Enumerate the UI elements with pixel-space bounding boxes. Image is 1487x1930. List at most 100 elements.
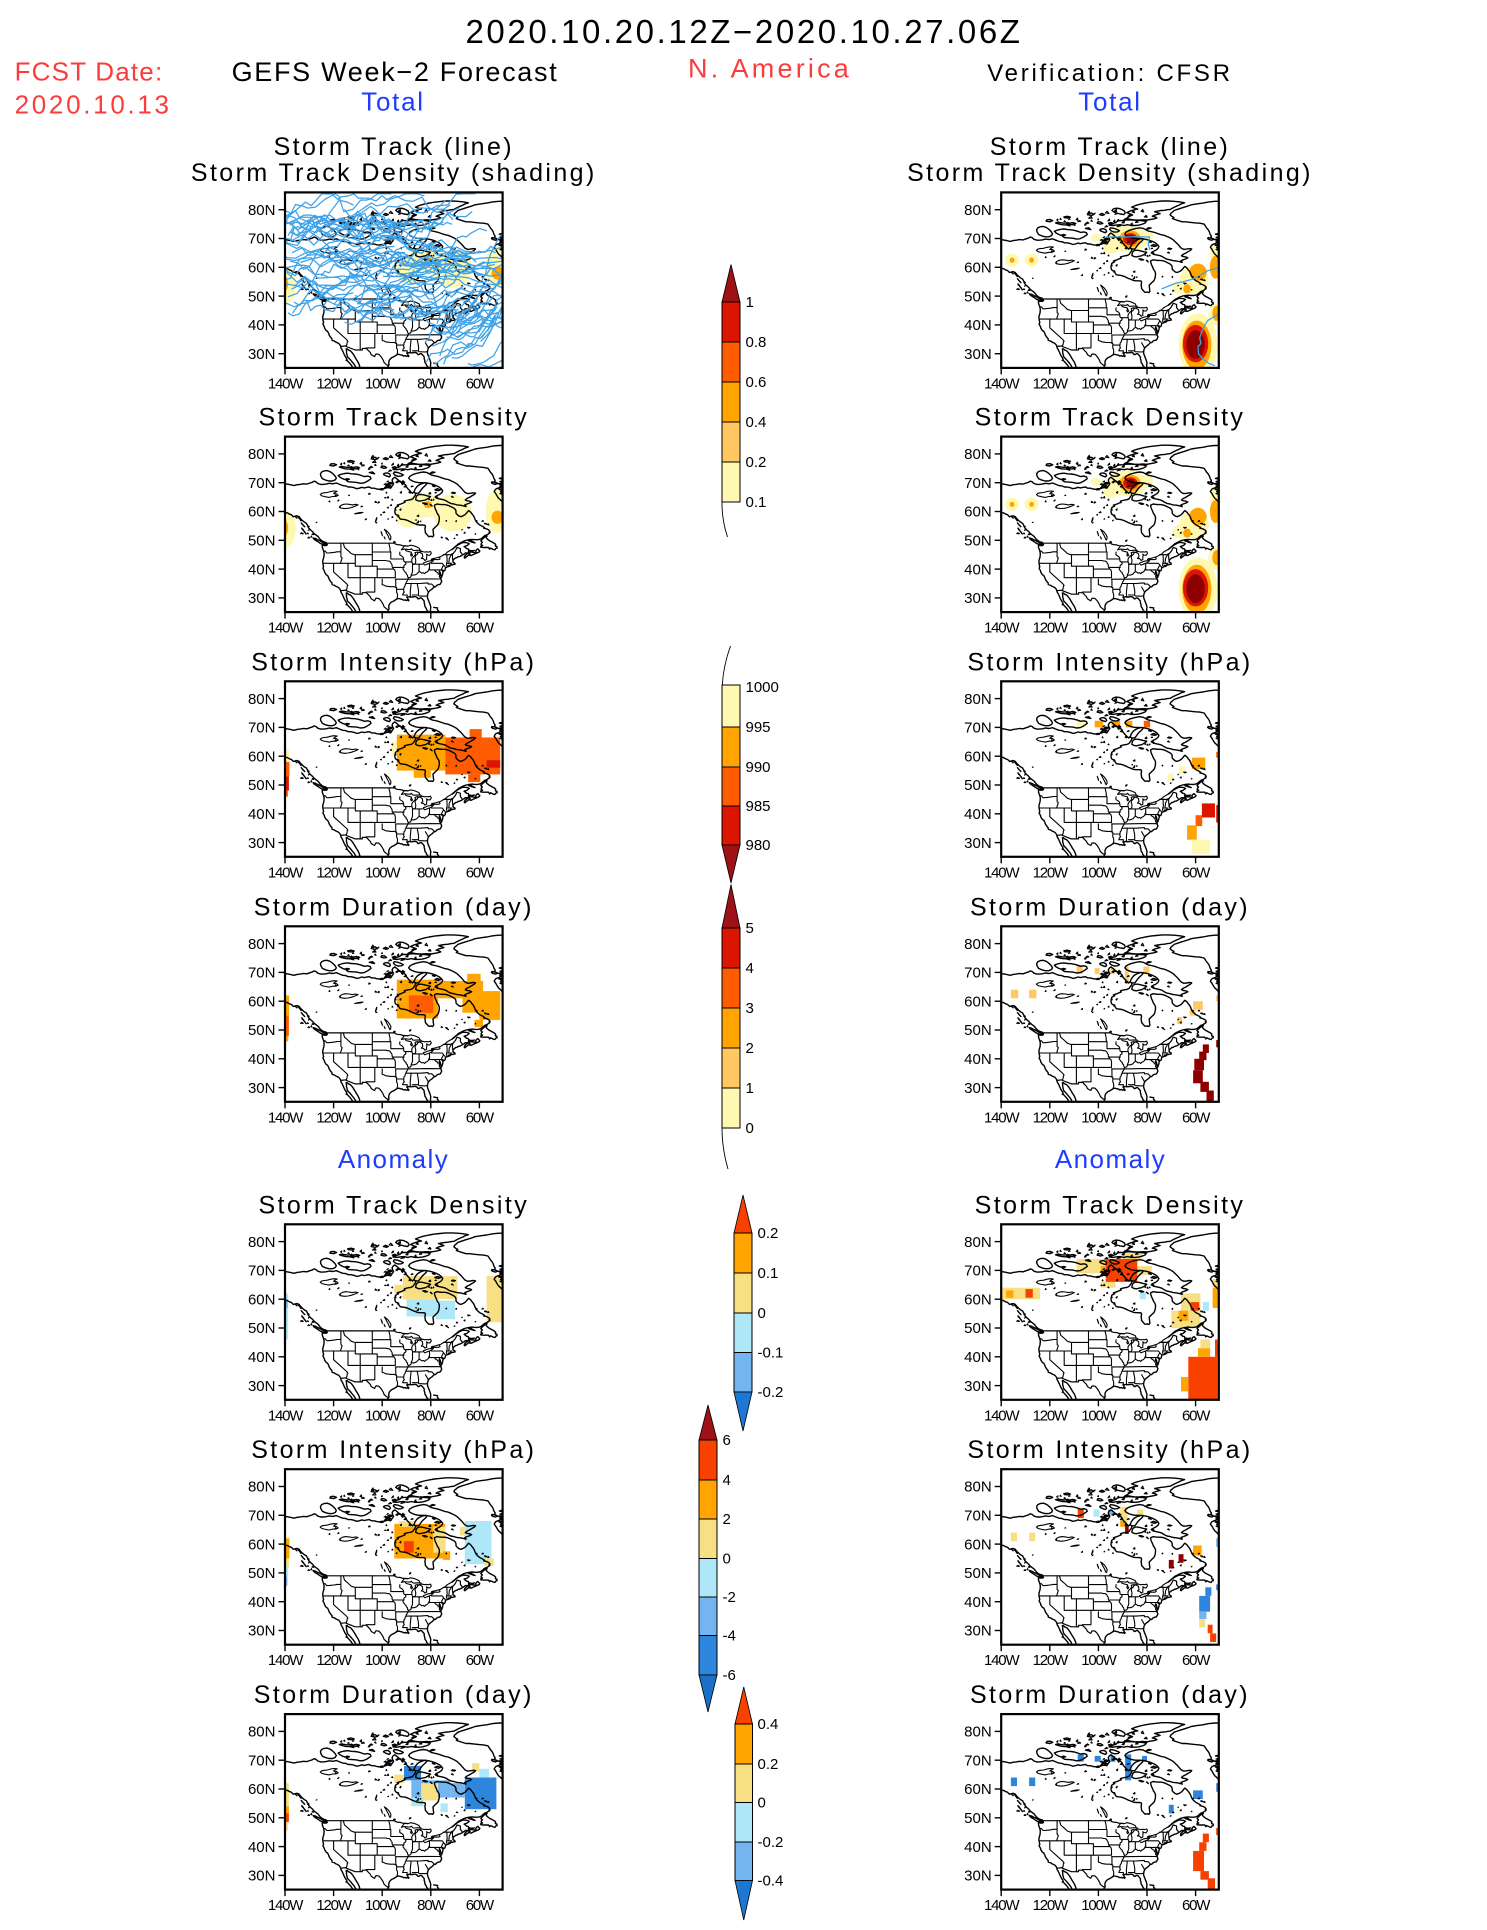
svg-text:120W: 120W	[316, 1897, 352, 1914]
svg-text:60N: 60N	[248, 1781, 276, 1798]
svg-text:40N: 40N	[248, 806, 276, 823]
svg-text:1: 1	[746, 1080, 754, 1097]
svg-text:50N: 50N	[964, 1810, 992, 1827]
svg-text:2020.10.20.12Z−2020.10.27.06Z: 2020.10.20.12Z−2020.10.27.06Z	[465, 13, 1022, 50]
svg-text:FCST Date:: FCST Date:	[15, 57, 164, 87]
svg-text:140W: 140W	[984, 1652, 1020, 1669]
svg-text:80N: 80N	[248, 1724, 276, 1741]
svg-text:0.1: 0.1	[746, 494, 767, 511]
svg-text:60W: 60W	[1182, 1652, 1211, 1669]
svg-text:140W: 140W	[268, 1407, 304, 1424]
svg-text:80W: 80W	[417, 620, 446, 637]
svg-text:140W: 140W	[268, 1897, 304, 1914]
svg-text:40N: 40N	[964, 1839, 992, 1856]
svg-text:40N: 40N	[964, 1349, 992, 1366]
svg-text:0.8: 0.8	[746, 334, 767, 351]
svg-text:70N: 70N	[964, 1752, 992, 1769]
svg-text:30N: 30N	[964, 590, 992, 607]
svg-text:120W: 120W	[316, 1652, 352, 1669]
svg-text:70N: 70N	[248, 1508, 276, 1525]
svg-text:0: 0	[723, 1551, 731, 1568]
svg-text:120W: 120W	[1033, 1109, 1069, 1126]
svg-text:50N: 50N	[964, 1022, 992, 1039]
svg-text:50N: 50N	[964, 1320, 992, 1337]
svg-text:30N: 30N	[964, 346, 992, 363]
svg-text:80W: 80W	[1133, 620, 1162, 637]
svg-text:995: 995	[746, 719, 771, 736]
svg-text:140W: 140W	[984, 1407, 1020, 1424]
svg-text:80N: 80N	[964, 691, 992, 708]
svg-text:-0.4: -0.4	[758, 1873, 784, 1890]
svg-text:120W: 120W	[1033, 620, 1069, 637]
svg-text:70N: 70N	[964, 231, 992, 248]
svg-text:0.4: 0.4	[746, 414, 767, 431]
svg-text:100W: 100W	[1081, 1652, 1117, 1669]
svg-text:-0.1: -0.1	[758, 1345, 784, 1362]
svg-text:3: 3	[746, 1000, 754, 1017]
svg-text:70N: 70N	[248, 231, 276, 248]
svg-text:100W: 100W	[365, 620, 401, 637]
svg-text:40N: 40N	[248, 1349, 276, 1366]
svg-text:80N: 80N	[964, 1724, 992, 1741]
svg-text:Storm Track (line): Storm Track (line)	[990, 133, 1230, 161]
svg-text:60N: 60N	[964, 993, 992, 1010]
svg-text:60W: 60W	[466, 375, 495, 392]
svg-text:80W: 80W	[417, 375, 446, 392]
svg-text:100W: 100W	[1081, 864, 1117, 881]
svg-text:990: 990	[746, 759, 771, 776]
svg-text:4: 4	[723, 1472, 731, 1489]
svg-text:Storm Track Density: Storm Track Density	[975, 404, 1246, 432]
svg-text:100W: 100W	[365, 1407, 401, 1424]
svg-text:980: 980	[746, 837, 771, 854]
svg-text:50N: 50N	[964, 288, 992, 305]
svg-text:30N: 30N	[964, 1378, 992, 1395]
svg-text:30N: 30N	[964, 1623, 992, 1640]
svg-text:Total: Total	[1078, 87, 1141, 117]
svg-text:60W: 60W	[1182, 620, 1211, 637]
svg-text:50N: 50N	[248, 288, 276, 305]
svg-text:5: 5	[746, 920, 754, 937]
svg-text:60W: 60W	[1182, 1897, 1211, 1914]
svg-text:80W: 80W	[417, 864, 446, 881]
svg-text:30N: 30N	[964, 1868, 992, 1885]
svg-text:50N: 50N	[964, 1565, 992, 1582]
svg-text:GEFS Week−2 Forecast: GEFS Week−2 Forecast	[232, 57, 559, 87]
svg-text:40N: 40N	[248, 1839, 276, 1856]
svg-text:120W: 120W	[1033, 1652, 1069, 1669]
svg-text:120W: 120W	[1033, 864, 1069, 881]
svg-text:60W: 60W	[1182, 375, 1211, 392]
svg-text:60N: 60N	[248, 504, 276, 521]
svg-text:-0.2: -0.2	[758, 1834, 784, 1851]
svg-text:40N: 40N	[964, 561, 992, 578]
svg-text:80W: 80W	[1133, 1897, 1162, 1914]
svg-text:985: 985	[746, 798, 771, 815]
svg-text:Storm Duration (day): Storm Duration (day)	[254, 893, 534, 921]
svg-text:140W: 140W	[268, 620, 304, 637]
svg-text:120W: 120W	[316, 1109, 352, 1126]
svg-text:60W: 60W	[466, 1407, 495, 1424]
svg-text:60W: 60W	[1182, 1109, 1211, 1126]
svg-text:2: 2	[746, 1040, 754, 1057]
svg-text:50N: 50N	[964, 777, 992, 794]
svg-text:30N: 30N	[964, 835, 992, 852]
svg-text:80N: 80N	[964, 202, 992, 219]
svg-text:60W: 60W	[466, 1109, 495, 1126]
svg-text:40N: 40N	[964, 1051, 992, 1068]
svg-text:80W: 80W	[417, 1109, 446, 1126]
svg-text:70N: 70N	[964, 1263, 992, 1280]
svg-text:80N: 80N	[248, 1479, 276, 1496]
svg-text:50N: 50N	[964, 533, 992, 550]
svg-text:80N: 80N	[248, 446, 276, 463]
svg-text:30N: 30N	[248, 1623, 276, 1640]
svg-text:Storm Duration (day): Storm Duration (day)	[254, 1681, 534, 1709]
svg-text:100W: 100W	[365, 864, 401, 881]
svg-text:30N: 30N	[248, 835, 276, 852]
svg-text:80W: 80W	[417, 1407, 446, 1424]
svg-text:60W: 60W	[466, 1897, 495, 1914]
svg-text:50N: 50N	[248, 1810, 276, 1827]
svg-text:2020.10.13: 2020.10.13	[15, 89, 172, 119]
svg-text:80W: 80W	[1133, 1109, 1162, 1126]
svg-text:Storm Track Density (shading): Storm Track Density (shading)	[191, 159, 597, 187]
svg-text:60W: 60W	[1182, 864, 1211, 881]
svg-text:Verification: CFSR: Verification: CFSR	[987, 60, 1233, 87]
